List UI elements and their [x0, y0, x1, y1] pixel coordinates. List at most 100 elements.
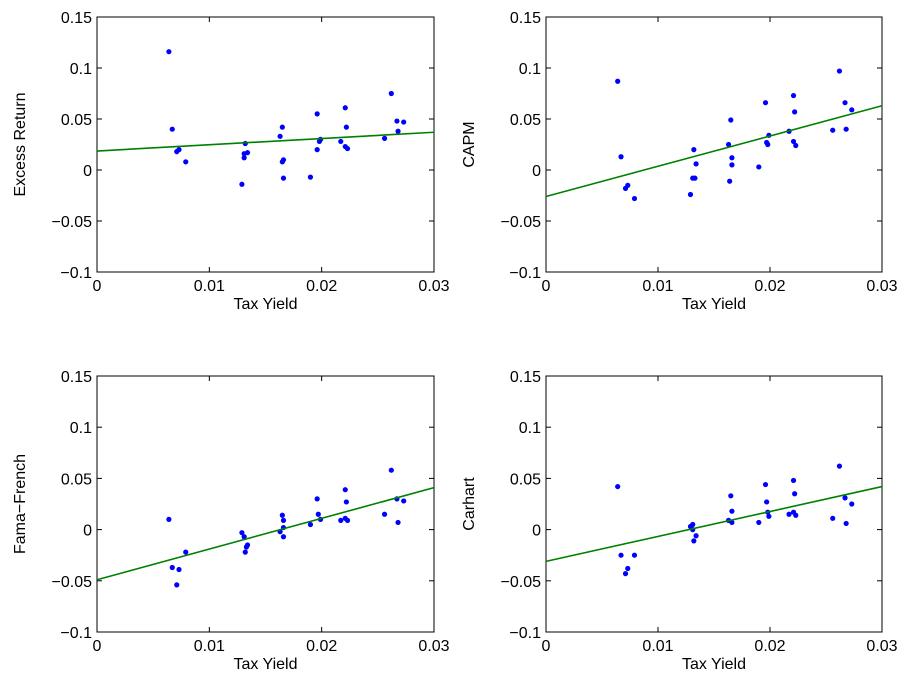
point [280, 175, 287, 181]
x-axis-label: Tax Yield [233, 296, 297, 313]
point [314, 147, 320, 153]
point [687, 191, 694, 198]
point [169, 564, 175, 571]
x-tick-label: 0.01 [642, 278, 673, 295]
point [277, 133, 283, 139]
point [342, 487, 348, 493]
point [279, 124, 285, 130]
point [166, 49, 172, 55]
y-tick-label: 0.15 [61, 369, 92, 386]
point [280, 534, 287, 540]
point [691, 538, 697, 544]
point [842, 100, 848, 106]
x-tick-label: 0.03 [866, 638, 897, 655]
point [830, 515, 836, 521]
point [793, 142, 799, 149]
point [729, 508, 735, 514]
point [183, 159, 189, 165]
point [615, 483, 621, 490]
point [242, 549, 248, 555]
point [615, 78, 621, 84]
point [381, 135, 388, 141]
point [625, 182, 631, 188]
point [388, 90, 394, 97]
point [843, 126, 849, 132]
x-tick-label: 0 [93, 638, 102, 655]
point [618, 552, 624, 558]
y-tick-label: 0.05 [61, 471, 92, 488]
y-tick-label: −0.05 [501, 574, 542, 591]
x-axis-label: Tax Yield [682, 296, 746, 313]
point [401, 498, 407, 504]
point [307, 521, 314, 528]
point [836, 68, 843, 74]
point [622, 571, 629, 577]
y-tick-label: −0.1 [509, 625, 541, 642]
point [849, 107, 855, 113]
x-tick-label: 0.02 [306, 278, 337, 295]
point [314, 496, 320, 502]
point [315, 511, 321, 517]
point [395, 519, 401, 526]
point [241, 151, 247, 157]
y-tick-label: 0.05 [510, 112, 541, 129]
point [241, 155, 247, 161]
point [792, 109, 798, 115]
y-tick-label: 0.15 [510, 10, 541, 27]
point [631, 552, 638, 558]
point [725, 141, 732, 148]
point [176, 566, 182, 573]
y-tick-label: 0.05 [61, 112, 92, 129]
point [307, 174, 314, 180]
x-tick-label: 0.02 [754, 638, 785, 655]
y-tick-label: −0.05 [501, 214, 542, 231]
y-tick-label: 0.15 [510, 369, 541, 386]
point [279, 512, 285, 518]
point [849, 501, 855, 507]
x-tick-label: 0 [93, 278, 102, 295]
point [280, 517, 287, 523]
x-axis-label: Tax Yield [233, 656, 297, 673]
point [183, 549, 189, 555]
x-tick-label: 0 [542, 278, 551, 295]
point [690, 521, 696, 528]
axes-box [96, 16, 435, 273]
y-axis-label: Carhart [461, 477, 478, 531]
x-tick-label: 0.02 [306, 638, 337, 655]
fit-line [96, 131, 435, 152]
x-tick-label: 0.01 [194, 278, 225, 295]
point [314, 111, 320, 117]
axes-box [545, 16, 883, 273]
point [338, 138, 344, 145]
fit-line [545, 104, 883, 198]
y-tick-label: −0.1 [60, 625, 92, 642]
point [762, 100, 769, 106]
point [727, 178, 733, 184]
point [762, 481, 769, 488]
point [279, 159, 285, 165]
point [786, 511, 792, 517]
point [790, 92, 797, 99]
point [728, 493, 734, 499]
point [395, 128, 401, 134]
y-tick-label: −0.05 [52, 574, 93, 591]
y-tick-label: −0.1 [60, 265, 92, 282]
y-axis-label: CAPM [461, 121, 478, 167]
y-tick-label: 0.1 [70, 420, 92, 437]
point [766, 513, 772, 519]
y-tick-label: 0.05 [510, 471, 541, 488]
point [401, 119, 407, 125]
point [842, 495, 848, 501]
fit-line [545, 485, 883, 563]
point [756, 164, 762, 170]
y-tick-label: 0 [532, 523, 541, 540]
point [830, 127, 836, 133]
y-tick-label: 0.1 [519, 420, 541, 437]
point [790, 509, 797, 515]
point [343, 499, 349, 505]
point [843, 520, 849, 527]
y-tick-label: 0 [532, 163, 541, 180]
point [836, 463, 843, 469]
point [618, 154, 624, 160]
